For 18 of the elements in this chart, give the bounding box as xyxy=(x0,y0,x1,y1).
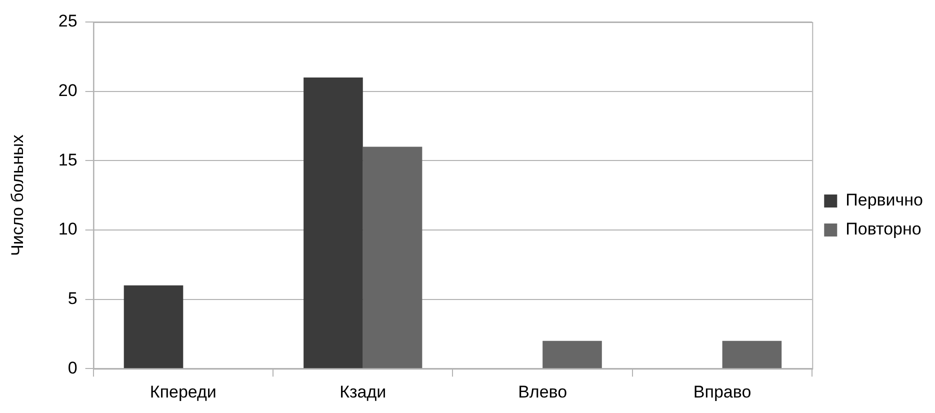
x-tick-label: Кзади xyxy=(340,382,386,402)
y-tick-label: 0 xyxy=(68,358,78,378)
y-tick-label: 10 xyxy=(58,220,78,239)
bar xyxy=(304,77,363,368)
bar xyxy=(542,340,602,368)
y-tick-label: 20 xyxy=(58,81,78,100)
y-axis-title: Число больных xyxy=(8,134,27,256)
bar xyxy=(722,340,782,368)
x-tick-label: Вправо xyxy=(693,382,752,402)
y-tick-label: 25 xyxy=(58,12,78,31)
x-tick-label: Кпереди xyxy=(150,382,216,402)
y-tick-label: 5 xyxy=(68,288,78,308)
legend-label: Повторно xyxy=(846,220,922,239)
legend-label: Первично xyxy=(846,190,924,210)
y-tick-label: 15 xyxy=(58,150,78,170)
bar xyxy=(362,146,422,368)
x-tick-label: Влево xyxy=(518,382,568,402)
bar xyxy=(124,285,184,368)
